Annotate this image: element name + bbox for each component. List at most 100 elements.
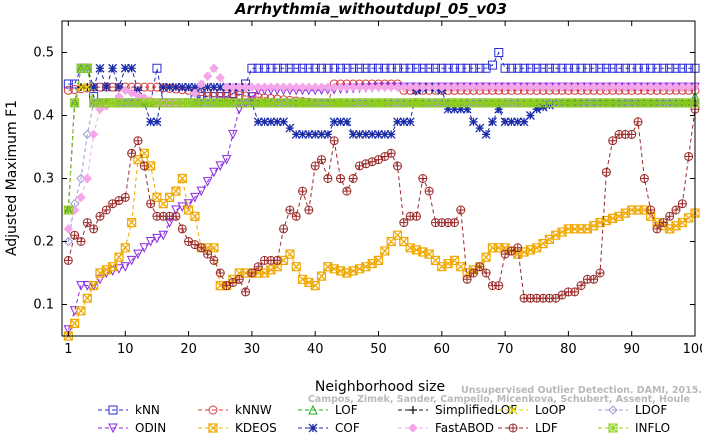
data-point [63,205,73,215]
data-point [336,63,346,73]
data-point [304,129,314,139]
data-point [101,205,111,215]
data-point [430,82,441,92]
data-point [646,63,656,73]
data-point [209,167,219,178]
data-point [348,63,358,73]
data-point [126,255,137,266]
data-point [196,243,206,253]
data-point [462,82,472,92]
data-point [373,82,384,92]
data-point [133,85,143,95]
legend-swatch-marker [108,423,118,434]
data-point [108,63,118,73]
legend-swatch-marker [408,423,418,433]
data-point [665,211,675,221]
legend-swatch-marker [508,423,518,433]
data-point [430,63,440,73]
data-point [316,271,327,281]
data-point [342,186,352,196]
data-point [405,117,415,127]
legend-item-lof: LOF [298,403,358,417]
data-point [70,98,80,108]
data-point [658,63,668,73]
data-point [70,318,80,328]
data-point [127,63,137,73]
legend-item-ldf: LDF [498,421,558,434]
data-point [437,82,447,92]
data-point [595,82,605,92]
legend-swatch-marker [508,405,518,415]
data-point [146,161,156,171]
data-point [342,82,352,92]
data-point [462,274,472,284]
data-point [329,136,339,146]
legend-swatch-marker [208,423,218,433]
data-point [595,268,605,278]
data-point [652,82,662,92]
data-point [557,82,567,92]
data-point [373,255,384,265]
data-point [297,82,308,92]
data-point [291,211,301,221]
x-axis: 1 10 20 30 40 50 60 70 80 90 100 [64,21,702,357]
data-point [437,63,447,73]
data-point [253,82,263,92]
y-axis: 0.1 0.2 0.3 0.4 0.5 [33,46,695,313]
data-point [120,262,131,272]
data-point [614,82,624,92]
data-point [639,63,649,73]
data-point [272,82,282,92]
data-point [570,63,580,73]
data-point [399,117,409,127]
data-point [234,82,244,92]
data-point [386,82,396,92]
data-point [405,82,415,92]
legend-label: FastABOD [435,421,494,434]
data-point [310,63,320,73]
data-point [633,82,643,92]
legend-label: SimplifiedLOF [435,403,517,417]
data-point [63,79,73,89]
data-point [626,82,637,92]
x-tick-label: 20 [180,342,197,357]
data-point [532,63,542,73]
data-point [253,117,263,127]
data-point [329,117,339,127]
data-point [241,287,251,297]
series-line [67,86,695,330]
data-point [317,63,327,73]
legend-swatch-marker [308,423,318,433]
data-point [76,281,86,291]
data-point [582,82,593,92]
data-point [487,117,497,127]
data-point [544,82,555,92]
data-point [411,63,421,73]
data-point [285,82,295,92]
data-point [285,63,295,73]
data-point [645,82,656,92]
data-point [329,82,339,92]
data-point [95,274,105,285]
data-point [627,63,637,73]
data-point [63,255,73,265]
data-point [664,82,675,92]
data-point [538,63,548,73]
legend: kNN kNNW LOF SimplifiedLOF LoOP LDOF ODIN KDEOS… [98,403,670,434]
data-point [95,211,105,221]
data-point [500,82,510,92]
data-point [449,82,460,92]
x-tick-label: 40 [307,342,324,357]
data-point [367,63,377,73]
data-point [386,63,396,73]
y-axis-label: Adjusted Maximum F1 [4,100,20,256]
data-point [374,129,383,139]
data-point [171,211,181,221]
data-point [361,129,371,139]
data-point [145,237,156,247]
data-point [411,211,421,221]
data-point [500,117,510,127]
series-line [68,51,695,104]
data-point [475,82,485,92]
data-point [671,205,681,215]
